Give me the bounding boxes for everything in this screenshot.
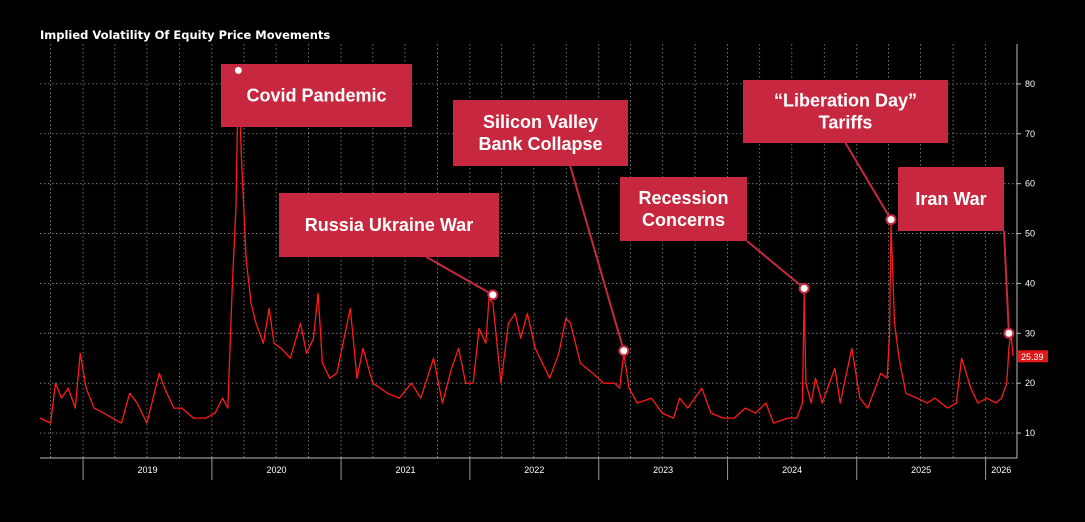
y-tick-label: 40 xyxy=(1025,278,1035,288)
annotation-box xyxy=(279,193,499,257)
y-tick-label: 10 xyxy=(1025,428,1035,438)
x-tick-label: 2026 xyxy=(991,465,1011,475)
annotation-label-line: Recession xyxy=(638,188,728,208)
annotation-marker xyxy=(1003,327,1015,339)
x-tick-label: 2021 xyxy=(395,465,415,475)
x-tick-label: 2019 xyxy=(137,465,157,475)
annotation-label-line: Concerns xyxy=(642,210,725,230)
annotation-box xyxy=(620,177,747,241)
annotation-leader xyxy=(569,165,625,352)
annotation-leader xyxy=(844,142,892,221)
y-tick-label: 70 xyxy=(1025,129,1035,139)
annotation-leader xyxy=(1003,230,1010,334)
annotation-label-line: Covid Pandemic xyxy=(246,86,386,106)
x-tick-label: 2023 xyxy=(653,465,673,475)
annotation-box xyxy=(221,64,412,127)
annotation-label-line: “Liberation Day” xyxy=(774,91,917,111)
annotation-label: “Liberation Day” Tariffs xyxy=(774,91,917,133)
annotation-label-line: Iran War xyxy=(915,189,986,209)
chart-title: Implied Volatility Of Equity Price Movem… xyxy=(40,28,331,42)
annotation-label: Covid Pandemic xyxy=(246,86,386,106)
axes: 10 20 30 40 50 60 70 80 2019 2020 2021 2022 2023 2024… xyxy=(40,44,1035,480)
annotation-marker xyxy=(885,214,897,226)
annotation-label-line: Silicon Valley xyxy=(483,112,598,132)
annotation-2: Silicon Valley Bank Collapse xyxy=(453,100,630,357)
last-value-badge xyxy=(1018,350,1048,363)
annotation-leader xyxy=(746,240,805,290)
annotation-1: Russia Ukraine War xyxy=(279,193,499,301)
series-line-0 xyxy=(39,73,1014,424)
x-tick-label: 2024 xyxy=(782,465,802,475)
annotation-label: Russia Ukraine War xyxy=(305,215,473,235)
annotation-box xyxy=(453,100,628,166)
annotation-marker xyxy=(232,64,244,76)
annotation-marker xyxy=(618,345,630,357)
annotation-5: Iran War xyxy=(898,167,1015,339)
x-tick-label: 2025 xyxy=(911,465,931,475)
last-value-text: 25.39 xyxy=(1021,352,1044,362)
y-tick-label: 20 xyxy=(1025,378,1035,388)
annotation-label-line: Bank Collapse xyxy=(478,134,602,154)
annotation-marker xyxy=(487,289,499,301)
annotation-label-line: Tariffs xyxy=(819,113,873,133)
annotation-3: Recession Concerns xyxy=(620,177,810,294)
last-value-layer: 25.39 xyxy=(1018,350,1048,363)
y-tick-label: 80 xyxy=(1025,79,1035,89)
annotation-4: “Liberation Day” Tariffs xyxy=(743,80,948,226)
annotation-label: Silicon Valley Bank Collapse xyxy=(478,112,602,154)
annotation-box xyxy=(743,80,948,143)
y-tick-label: 60 xyxy=(1025,179,1035,189)
annotation-marker xyxy=(798,282,810,294)
x-tick-label: 2022 xyxy=(524,465,544,475)
annotation-label: Iran War xyxy=(915,189,986,209)
y-tick-label: 30 xyxy=(1025,328,1035,338)
annotation-label: Recession Concerns xyxy=(638,188,728,230)
annotation-box xyxy=(898,167,1004,231)
annotations-layer: Covid Pandemic Russia Ukraine War Silicon … xyxy=(220,64,1015,357)
annotation-label-line: Russia Ukraine War xyxy=(305,215,473,235)
series-layer xyxy=(39,73,1014,424)
annotation-0: Covid Pandemic xyxy=(220,64,412,127)
x-tick-label: 2020 xyxy=(266,465,286,475)
y-tick-label: 50 xyxy=(1025,229,1035,239)
annotation-leader xyxy=(425,256,494,296)
